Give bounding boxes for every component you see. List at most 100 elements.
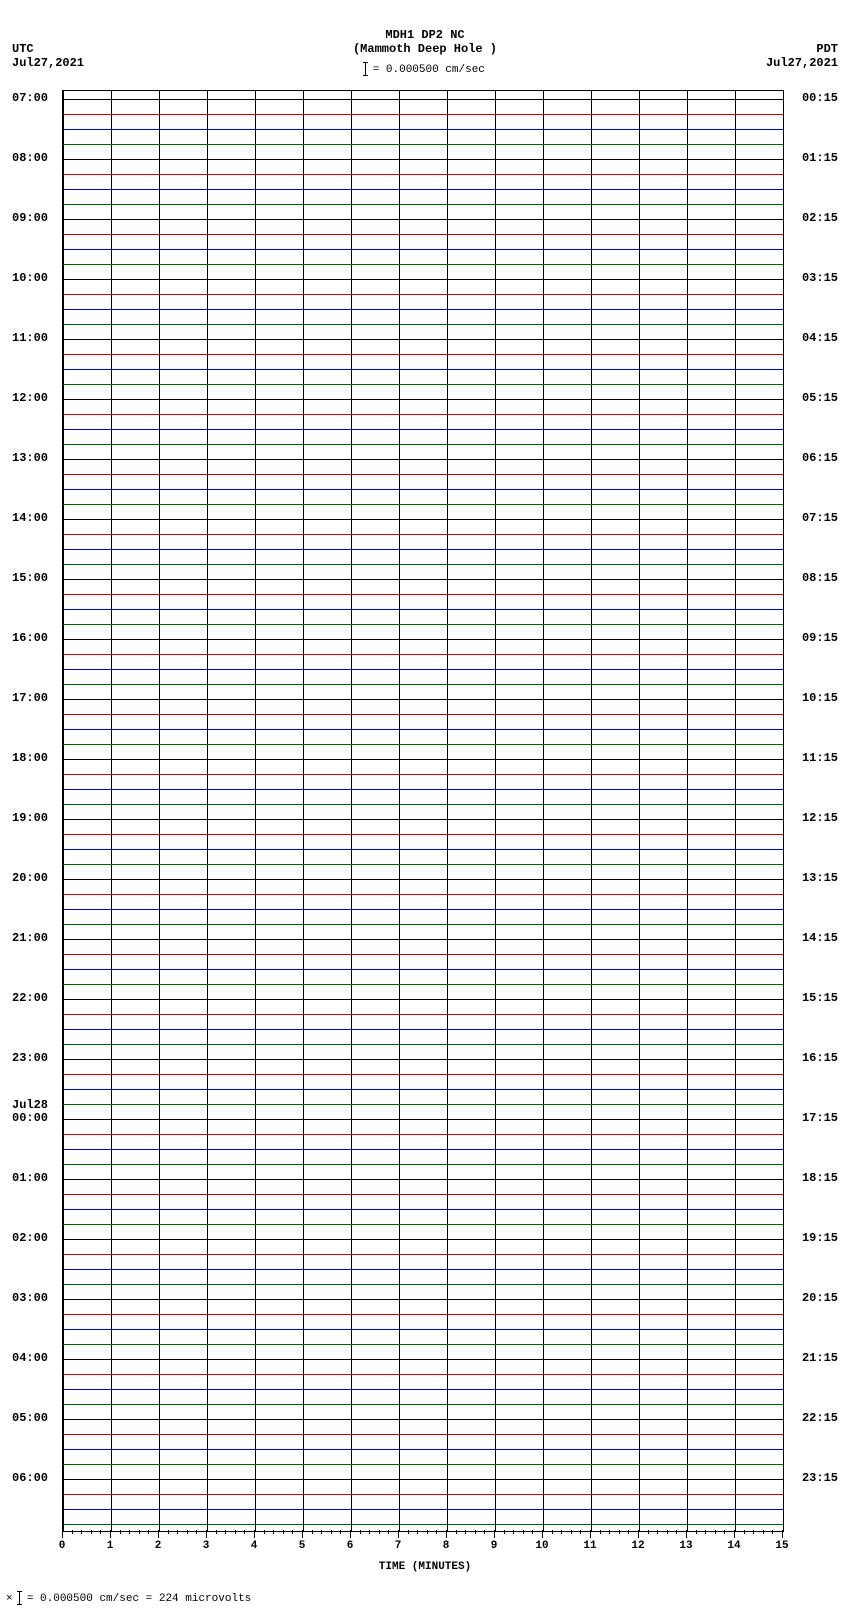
time-label-left: 02:00 — [12, 1231, 48, 1245]
x-tick-minor — [360, 1530, 361, 1534]
time-label-left: 05:00 — [12, 1411, 48, 1425]
trace-line — [63, 1254, 783, 1255]
x-tick-major — [206, 1530, 207, 1538]
trace-line — [63, 324, 783, 325]
trace-line — [63, 1224, 783, 1225]
x-tick-minor — [273, 1530, 274, 1534]
time-label-right: 02:15 — [802, 211, 838, 225]
time-label-left: 11:00 — [12, 331, 48, 345]
time-label-left: 16:00 — [12, 631, 48, 645]
vertical-gridline — [63, 91, 64, 1531]
vertical-gridline — [447, 91, 448, 1531]
trace-line — [63, 129, 783, 130]
x-tick-minor — [744, 1530, 745, 1534]
x-tick-minor — [283, 1530, 284, 1534]
trace-line — [63, 384, 783, 385]
time-label-left: 20:00 — [12, 871, 48, 885]
trace-line — [63, 174, 783, 175]
vertical-gridline — [735, 91, 736, 1531]
x-tick-minor — [475, 1530, 476, 1534]
time-label-right: 10:15 — [802, 691, 838, 705]
x-tick-minor — [648, 1530, 649, 1534]
trace-line — [63, 1344, 783, 1345]
date-right-label: Jul27,2021 — [766, 56, 838, 70]
x-tick-label: 12 — [631, 1540, 644, 1552]
trace-line — [63, 474, 783, 475]
x-tick-minor — [120, 1530, 121, 1534]
x-tick-minor — [321, 1530, 322, 1534]
vertical-gridline — [207, 91, 208, 1531]
trace-line — [63, 774, 783, 775]
vertical-gridline — [591, 91, 592, 1531]
scale-legend: = 0.000500 cm/sec — [0, 62, 850, 76]
x-tick-major — [398, 1530, 399, 1538]
x-tick-minor — [552, 1530, 553, 1534]
trace-line — [63, 1179, 783, 1180]
trace-line — [63, 624, 783, 625]
x-tick-minor — [148, 1530, 149, 1534]
time-label-left: 13:00 — [12, 451, 48, 465]
x-tick-minor — [216, 1530, 217, 1534]
trace-line — [63, 1119, 783, 1120]
x-tick-minor — [235, 1530, 236, 1534]
trace-line — [63, 1104, 783, 1105]
trace-line — [63, 369, 783, 370]
time-label-left: 15:00 — [12, 571, 48, 585]
trace-line — [63, 1044, 783, 1045]
x-tick-minor — [312, 1530, 313, 1534]
trace-line — [63, 1239, 783, 1240]
time-label-left: 22:00 — [12, 991, 48, 1005]
trace-line — [63, 504, 783, 505]
x-tick-minor — [609, 1530, 610, 1534]
x-tick-major — [62, 1530, 63, 1538]
vertical-gridline — [303, 91, 304, 1531]
x-tick-minor — [763, 1530, 764, 1534]
x-tick-major — [542, 1530, 543, 1538]
trace-line — [63, 579, 783, 580]
x-tick-minor — [465, 1530, 466, 1534]
vertical-gridline — [543, 91, 544, 1531]
x-tick-minor — [139, 1530, 140, 1534]
trace-line — [63, 699, 783, 700]
trace-line — [63, 219, 783, 220]
time-label-right: 15:15 — [802, 991, 838, 1005]
x-tick-minor — [340, 1530, 341, 1534]
trace-line — [63, 159, 783, 160]
x-tick-major — [302, 1530, 303, 1538]
time-label-left: 00:00 — [12, 1111, 48, 1125]
x-tick-minor — [532, 1530, 533, 1534]
trace-line — [63, 789, 783, 790]
time-label-left: 09:00 — [12, 211, 48, 225]
x-tick-minor — [561, 1530, 562, 1534]
trace-line — [63, 1494, 783, 1495]
trace-line — [63, 279, 783, 280]
day-label-left: Jul28 — [12, 1098, 48, 1112]
trace-line — [63, 1149, 783, 1150]
vertical-gridline — [495, 91, 496, 1531]
time-label-right: 16:15 — [802, 1051, 838, 1065]
x-tick-minor — [388, 1530, 389, 1534]
x-tick-major — [494, 1530, 495, 1538]
x-tick-major — [686, 1530, 687, 1538]
trace-line — [63, 249, 783, 250]
time-label-right: 04:15 — [802, 331, 838, 345]
trace-line — [63, 1314, 783, 1315]
x-tick-minor — [600, 1530, 601, 1534]
x-tick-minor — [72, 1530, 73, 1534]
vertical-gridline — [255, 91, 256, 1531]
trace-line — [63, 894, 783, 895]
trace-line — [63, 264, 783, 265]
footer-text: = 0.000500 cm/sec = 224 microvolts — [27, 1593, 251, 1605]
footer-scale: × = 0.000500 cm/sec = 224 microvolts — [6, 1591, 251, 1605]
time-label-right: 06:15 — [802, 451, 838, 465]
trace-line — [63, 189, 783, 190]
trace-line — [63, 1089, 783, 1090]
trace-line — [63, 1209, 783, 1210]
x-tick-label: 1 — [107, 1540, 114, 1552]
time-label-right: 11:15 — [802, 751, 838, 765]
vertical-gridline — [687, 91, 688, 1531]
trace-line — [63, 1524, 783, 1525]
trace-line — [63, 1074, 783, 1075]
x-tick-minor — [753, 1530, 754, 1534]
trace-line — [63, 459, 783, 460]
